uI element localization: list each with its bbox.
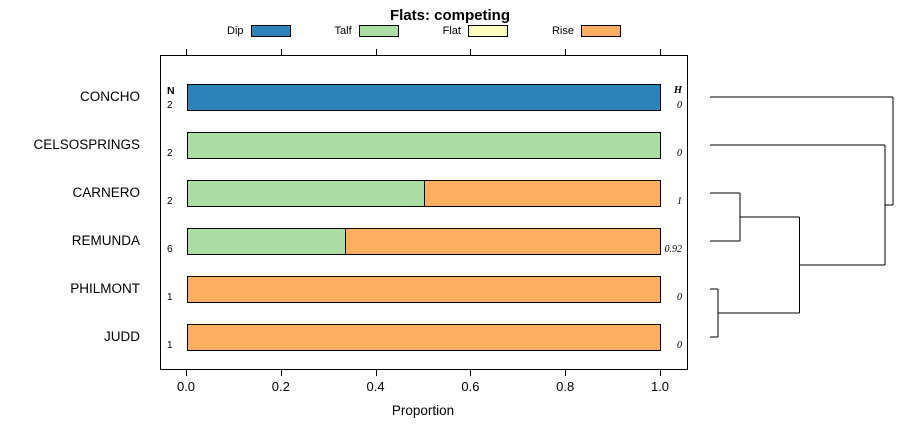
x-tick-bottom [280,370,282,376]
bar-segment-talf [188,132,660,158]
n-value: 2 [167,196,173,207]
n-value: 2 [167,148,173,159]
y-axis-label: CELSOSPRINGS [33,137,140,152]
bar-segment-rise [424,180,660,206]
y-axis-label: CARNERO [72,185,140,200]
x-tick-bottom [186,370,187,376]
column-header-n: N [167,85,175,97]
x-tick-top [470,49,472,55]
legend-item: Dip [227,24,291,37]
x-tick-top [186,49,187,55]
h-value: 0 [677,340,682,351]
n-value: 1 [167,292,173,303]
n-value: 6 [167,244,173,255]
x-tick-label: 1.0 [650,379,670,394]
legend-label: Flat [442,24,461,37]
x-tick-top [375,49,377,55]
n-value: 2 [167,100,173,111]
h-value: 0 [677,100,682,111]
h-value: 0 [677,148,682,159]
legend-swatch-rise [581,24,621,37]
x-tick-top [565,49,567,55]
y-axis-label: PHILMONT [70,281,140,296]
bar-row [187,227,661,255]
bar-segment-rise [188,324,660,350]
legend-item: Flat [442,24,508,37]
x-tick-bottom [375,370,377,376]
legend-label: Talf [334,24,352,37]
x-tick-label: 0.6 [461,379,480,394]
x-tick-label: 0.2 [271,379,290,394]
h-value: 1 [677,196,682,207]
column-header-h: H [673,85,682,96]
x-tick-bottom [470,370,472,376]
bar-segment-dip [188,84,660,110]
legend-item: Talf [334,24,399,37]
x-axis-title: Proportion [391,403,455,418]
x-tick-top [280,49,282,55]
legend-swatch-talf [358,24,399,37]
y-axis-label: JUDD [104,329,140,344]
x-tick-bottom [660,370,661,376]
dendrogram [710,96,894,338]
h-value: 0.92 [664,244,683,255]
y-axis-labels: CONCHO CELSOSPRINGS CARNERO REMUNDA PHILMONT… [0,55,150,370]
bar-row [187,179,661,207]
bar-segment-rise [345,228,660,254]
x-tick-label: 0.4 [366,379,385,394]
bar-segment-talf [188,228,346,254]
bar-row [187,275,661,303]
x-tick-top [660,49,661,55]
y-axis-label: REMUNDA [71,233,140,248]
y-axis-label: CONCHO [80,89,140,104]
legend-swatch-dip [250,24,291,37]
x-tick-bottom [565,370,567,376]
chart-title: Flats: competing [389,7,510,24]
bar-row [187,83,661,111]
legend-label: Dip [227,24,244,37]
plot-area: N H 2 0 2 0 2 1 6 0.92 1 0 1 0 [160,55,688,370]
legend-item: Rise [551,24,621,37]
legend: Dip Talf Flat Rise [160,23,688,38]
bar-row [187,131,661,159]
x-tick-label: 0.0 [176,379,196,394]
legend-swatch-flat [467,24,508,37]
bar-row [187,323,661,351]
x-tick-label: 0.8 [556,379,575,394]
h-value: 0 [677,292,682,303]
legend-label: Rise [551,24,574,37]
n-value: 1 [167,340,173,351]
bar-segment-talf [188,180,424,206]
bar-segment-rise [188,276,660,302]
